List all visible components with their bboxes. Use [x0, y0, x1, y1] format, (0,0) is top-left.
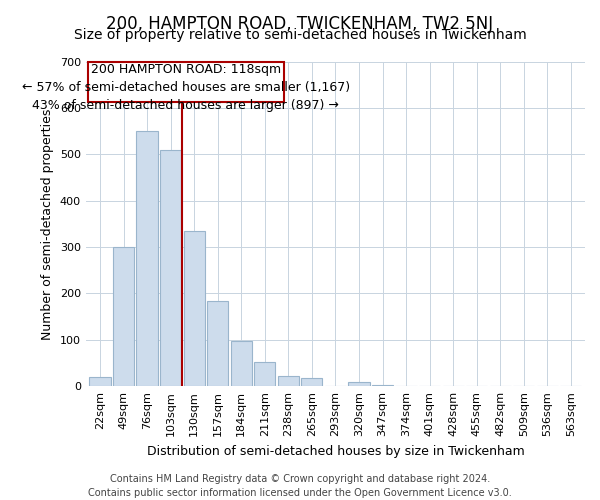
- Text: Size of property relative to semi-detached houses in Twickenham: Size of property relative to semi-detach…: [74, 28, 526, 42]
- Bar: [184, 231, 205, 386]
- Y-axis label: Number of semi-detached properties: Number of semi-detached properties: [41, 108, 55, 340]
- Bar: [349, 382, 370, 386]
- Bar: [278, 376, 299, 386]
- Bar: [113, 247, 134, 386]
- X-axis label: Distribution of semi-detached houses by size in Twickenham: Distribution of semi-detached houses by …: [146, 444, 524, 458]
- Bar: [301, 378, 322, 386]
- Text: 200, HAMPTON ROAD, TWICKENHAM, TW2 5NJ: 200, HAMPTON ROAD, TWICKENHAM, TW2 5NJ: [106, 15, 494, 33]
- Bar: [230, 341, 252, 386]
- FancyBboxPatch shape: [88, 62, 284, 102]
- Text: Contains HM Land Registry data © Crown copyright and database right 2024.
Contai: Contains HM Land Registry data © Crown c…: [88, 474, 512, 498]
- Bar: [207, 302, 228, 386]
- Bar: [89, 377, 110, 386]
- Text: 200 HAMPTON ROAD: 118sqm
← 57% of semi-detached houses are smaller (1,167)
43% o: 200 HAMPTON ROAD: 118sqm ← 57% of semi-d…: [22, 63, 350, 112]
- Bar: [254, 362, 275, 386]
- Bar: [372, 385, 393, 386]
- Bar: [160, 150, 181, 386]
- Bar: [136, 131, 158, 386]
